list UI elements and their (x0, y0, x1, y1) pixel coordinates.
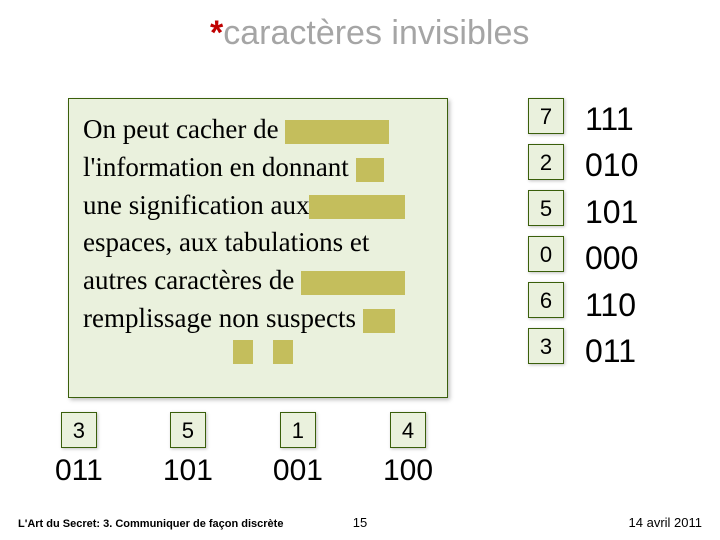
footer-date: 14 avril 2011 (629, 515, 702, 530)
binary-value: 101 (585, 189, 638, 235)
line-length-cell: 6 (528, 282, 564, 318)
body-line: une signification aux (83, 190, 309, 220)
line-length-cell: 7 (528, 98, 564, 134)
footer-page-number: 15 (353, 515, 367, 530)
right-number-column: 7 2 5 0 6 3 (528, 98, 564, 364)
body-line: autres caractères de (83, 265, 301, 295)
binary-value: 011 (55, 454, 103, 488)
binary-value: 001 (273, 454, 323, 488)
line-length-cell: 5 (528, 190, 564, 226)
line-length-cell: 3 (528, 328, 564, 364)
binary-value: 000 (585, 235, 638, 281)
line-length-cell: 5 (170, 412, 206, 448)
line-length-cell: 3 (61, 412, 97, 448)
highlight-block (301, 271, 405, 295)
highlight-block (363, 309, 395, 333)
highlight-block (356, 158, 384, 182)
line-length-cell: 0 (528, 236, 564, 272)
body-line: l'information en donnant (83, 152, 349, 182)
line-length-cell: 1 (280, 412, 316, 448)
footer-left: L'Art du Secret: 3. Communiquer de façon… (18, 518, 283, 530)
title-text: caractères invisibles (223, 14, 529, 52)
line-length-cell: 4 (390, 412, 426, 448)
binary-value: 100 (383, 454, 433, 488)
title-asterisk: * (210, 14, 223, 52)
bottom-column: 5101 (163, 412, 213, 488)
bottom-column: 1001 (273, 412, 323, 488)
body-line: On peut cacher de (83, 114, 285, 144)
right-binary-column: 111010101000110011 (585, 96, 638, 374)
binary-value: 011 (585, 328, 638, 374)
bottom-column: 4100 (383, 412, 433, 488)
highlight-block (233, 340, 253, 364)
highlight-block (309, 195, 405, 219)
body-line: espaces, aux tabulations et (83, 227, 369, 257)
body-line: remplissage non suspects (83, 303, 356, 333)
binary-value: 010 (585, 142, 638, 188)
bottom-row: 3011510110014100 (55, 412, 433, 488)
binary-value: 110 (585, 282, 638, 328)
body-text-box: On peut cacher de l'information en donna… (68, 98, 448, 398)
highlight-block (285, 120, 389, 144)
line-length-cell: 2 (528, 144, 564, 180)
binary-value: 101 (163, 454, 213, 488)
highlight-block (273, 340, 293, 364)
binary-value: 111 (585, 96, 638, 142)
bottom-column: 3011 (55, 412, 103, 488)
slide-title: *caractères invisibles (210, 14, 529, 53)
